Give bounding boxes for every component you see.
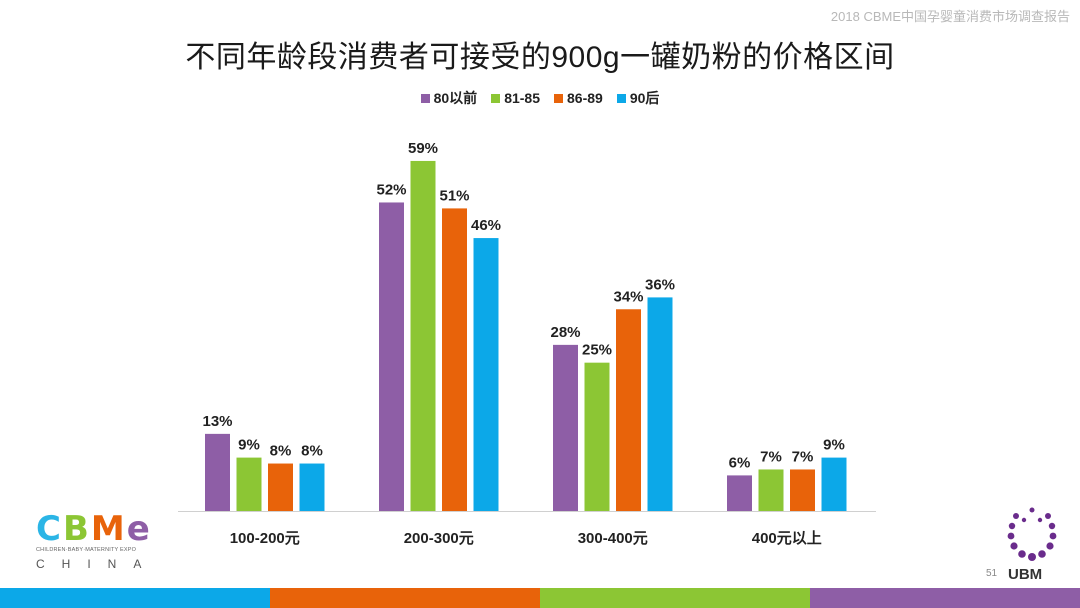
legend-label-1: 81-85	[504, 90, 540, 106]
bar-0-1	[236, 457, 262, 511]
x-tick-label-1: 200-300元	[404, 530, 474, 547]
data-label-0-1: 9%	[238, 437, 260, 454]
report-header-note: 2018 CBME中国孕婴童消费市场调查报告	[830, 9, 1070, 24]
x-tick-label-2: 300-400元	[578, 530, 648, 547]
data-label-0-0: 13%	[202, 413, 232, 430]
legend-item-2: 86-89	[554, 88, 603, 108]
legend-swatch-0	[420, 93, 430, 103]
chart-title: 不同年龄段消费者可接受的900g一罐奶粉的价格区间	[185, 41, 895, 74]
x-tick-label-0: 100-200元	[230, 530, 300, 547]
bottom-bar-orange	[270, 588, 540, 608]
bar-0-0	[205, 433, 230, 511]
data-label-0-3: 8%	[301, 443, 323, 460]
data-label-3-2: 7%	[792, 448, 814, 465]
bar-3-3	[821, 457, 847, 511]
legend-swatch-3	[616, 93, 626, 103]
bar-2-3	[647, 297, 673, 511]
bar-2-2	[616, 309, 641, 511]
bar-1-3	[473, 238, 499, 512]
legend-label-0: 80以前	[433, 90, 478, 106]
data-label-2-2: 34%	[613, 288, 643, 305]
bottom-bar-blue	[0, 588, 270, 608]
bar-3-1	[758, 469, 784, 511]
ubm-logo-text: UBM	[1008, 566, 1043, 583]
bottom-color-bar	[0, 588, 1080, 608]
cbme-tagline: CHILDREN·BABY·MATERNITY EXPO	[36, 547, 137, 553]
legend-item-3: 90后	[616, 88, 660, 108]
x-tick-label-3: 400元以上	[752, 530, 822, 547]
legend-item-0: 80以前	[420, 88, 478, 108]
legend-swatch-1	[491, 93, 501, 103]
cbme-logo-letters: C B M e	[36, 512, 160, 546]
cbme-letter-c: C	[36, 509, 61, 549]
bottom-bar-purple	[810, 588, 1080, 608]
data-label-2-3: 36%	[645, 276, 675, 293]
legend-swatch-2	[554, 93, 563, 103]
ubm-logo-icon	[1007, 507, 1057, 561]
page-number: 51	[986, 568, 998, 579]
chart-legend: 80以前 81-85 86-89 90后	[0, 88, 1080, 108]
legend-item-1: 81-85	[491, 88, 540, 108]
legend-label-2: 86-89	[567, 90, 603, 106]
bar-0-2	[268, 463, 293, 511]
data-label-1-1: 59%	[408, 140, 438, 157]
bar-2-1	[584, 362, 610, 511]
data-label-1-3: 46%	[471, 217, 501, 234]
bar-3-0	[727, 475, 752, 511]
legend-label-3: 90后	[629, 90, 660, 106]
cbme-logo: C B M e CHILDREN·BABY·MATERNITY EXPO CHI…	[36, 512, 160, 574]
bar-2-0	[553, 344, 578, 511]
bar-1-0	[379, 202, 404, 511]
data-label-3-0: 6%	[729, 454, 751, 471]
bar-0-3	[299, 463, 325, 511]
cbme-letter-b: B	[62, 509, 89, 549]
data-label-1-2: 51%	[439, 187, 469, 204]
bottom-bar-green	[540, 588, 810, 608]
cbme-country: CHINA	[36, 557, 159, 571]
data-label-2-1: 25%	[582, 342, 612, 359]
cbme-letter-e: e	[126, 509, 150, 549]
cbme-letter-m: M	[90, 509, 125, 549]
data-label-0-2: 8%	[270, 443, 292, 460]
data-label-2-0: 28%	[550, 324, 580, 341]
bar-1-2	[442, 208, 467, 511]
data-label-3-3: 9%	[823, 437, 845, 454]
data-label-1-0: 52%	[376, 181, 406, 198]
bar-3-2	[790, 469, 815, 511]
data-label-3-1: 7%	[760, 448, 782, 465]
bar-1-1	[410, 160, 436, 511]
